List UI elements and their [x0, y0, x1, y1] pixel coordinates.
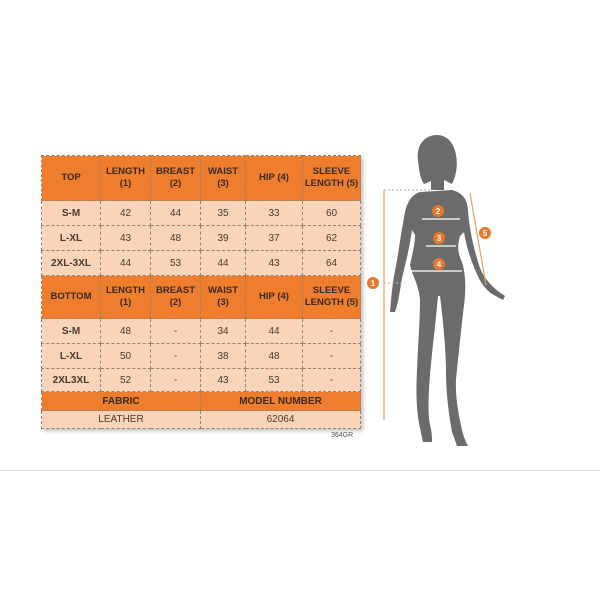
cell: -	[302, 368, 361, 392]
cell: 48	[100, 318, 151, 344]
marker-label: 2	[436, 207, 441, 216]
header-cell: WAIST (3)	[200, 155, 246, 201]
header-cell: TOP	[41, 155, 101, 201]
marker-label: 3	[437, 234, 442, 243]
cell: 64	[302, 250, 361, 276]
cell: 38	[200, 343, 246, 369]
header-cell: SLEEVE LENGTH (5)	[302, 275, 361, 319]
cell: 35	[200, 200, 246, 226]
marker-label: 4	[437, 260, 442, 269]
table-row: S-M 48-34 44-	[41, 318, 361, 344]
table-row: S-M 42 44 35 33 60	[41, 200, 361, 226]
header-cell: BREAST (2)	[150, 155, 201, 201]
table-row: L-XL 50-38 48-	[41, 343, 361, 369]
cell: 37	[245, 225, 303, 251]
header-cell: HIP (4)	[245, 155, 303, 201]
marker-label: 1	[371, 279, 376, 288]
fabric-value: LEATHER	[41, 410, 201, 429]
header-cell: SLEEVE LENGTH (5)	[302, 155, 361, 201]
model-number-label: MODEL NUMBER	[200, 391, 361, 411]
cell: 42	[100, 200, 151, 226]
cell: -	[302, 318, 361, 344]
cell: 33	[245, 200, 303, 226]
cell: -	[150, 318, 201, 344]
cell: 34	[200, 318, 246, 344]
cell: 44	[200, 250, 246, 276]
header-cell: BOTTOM	[41, 275, 101, 319]
body	[390, 190, 505, 446]
divider	[0, 470, 600, 471]
size-cell: 2XL-3XL	[41, 250, 101, 276]
header-cell: WAIST (3)	[200, 275, 246, 319]
size-chart-table: TOP LENGTH (1) BREAST (2) WAIST (3) HIP …	[41, 155, 361, 429]
size-cell: 2XL3XL	[41, 368, 101, 392]
top-header-row: TOP LENGTH (1) BREAST (2) WAIST (3) HIP …	[41, 155, 361, 201]
table-row: L-XL 43 48 39 37 62	[41, 225, 361, 251]
sleeve-arrow	[469, 192, 487, 286]
size-cell: S-M	[41, 200, 101, 226]
cell: 43	[100, 225, 151, 251]
footer-header-row: FABRIC MODEL NUMBER	[41, 391, 361, 411]
silhouette	[390, 135, 505, 446]
size-cell: S-M	[41, 318, 101, 344]
header-cell: LENGTH (1)	[100, 275, 151, 319]
marker-5-icon	[479, 227, 491, 239]
bottom-header-row: BOTTOM LENGTH (1) BREAST (2) WAIST (3) H…	[41, 275, 361, 319]
model-number-value: 62064	[200, 410, 361, 429]
marker-1-icon	[367, 277, 379, 289]
cell: 43	[245, 250, 303, 276]
cell: 39	[200, 225, 246, 251]
cell: 48	[150, 225, 201, 251]
measurement-markers: 1 2 3 4 5	[367, 205, 491, 289]
marker-2-icon	[432, 205, 444, 217]
marker-3-icon	[433, 232, 445, 244]
measure-lines	[383, 189, 487, 420]
cell: 52	[100, 368, 151, 392]
size-cell: L-XL	[41, 343, 101, 369]
cell: 62	[302, 225, 361, 251]
table-row: 2XL-3XL 44 53 44 43 64	[41, 250, 361, 276]
cell: 44	[100, 250, 151, 276]
size-cell: L-XL	[41, 225, 101, 251]
hair-head	[417, 135, 457, 190]
footer-value-row: LEATHER 62064	[41, 410, 361, 429]
cell: 44	[150, 200, 201, 226]
cell: -	[150, 368, 201, 392]
cell: -	[302, 343, 361, 369]
marker-4-icon	[433, 258, 445, 270]
marker-label: 5	[483, 229, 488, 238]
cell: 60	[302, 200, 361, 226]
product-code: 364GR	[331, 432, 354, 439]
cell: 50	[100, 343, 151, 369]
